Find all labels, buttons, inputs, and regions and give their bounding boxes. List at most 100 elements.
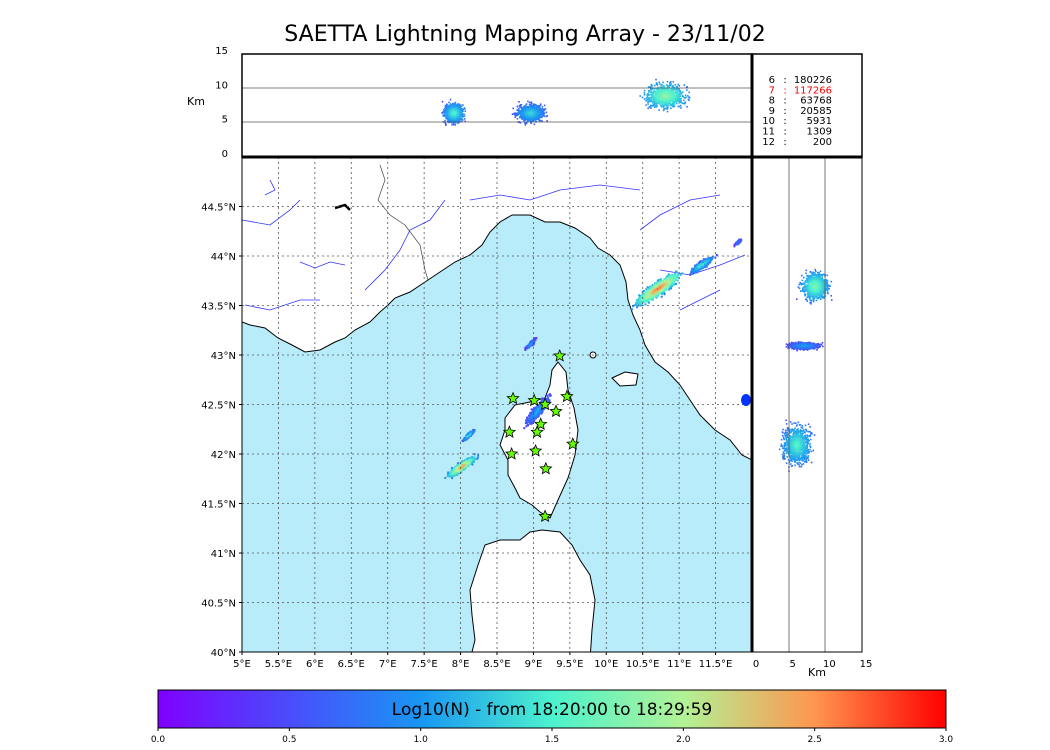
lightning-source [458, 105, 461, 108]
lightning-source [526, 347, 529, 349]
lightning-source [457, 105, 459, 108]
map-lightning-sources [444, 238, 743, 480]
lightning-source [639, 296, 642, 299]
lightning-source [658, 94, 660, 96]
lightning-source [461, 114, 464, 116]
lightning-source [531, 111, 533, 114]
lightning-source [662, 81, 664, 84]
lightning-source [696, 270, 699, 273]
lightning-source [659, 278, 662, 281]
lightning-source [670, 281, 673, 284]
lightning-source [462, 440, 465, 443]
lightning-source [651, 100, 653, 103]
lightning-source [549, 394, 552, 397]
lightning-source [454, 101, 457, 104]
lightning-source [537, 112, 540, 115]
lightning-source [686, 105, 688, 108]
lightning-source [537, 412, 540, 415]
lightning-source [531, 421, 534, 424]
lightning-source [533, 111, 535, 113]
lightning-source [537, 405, 540, 407]
lightning-source [459, 110, 461, 112]
lightning-source [457, 462, 460, 465]
lightning-source [447, 108, 449, 110]
lightning-source [676, 274, 679, 277]
lightning-source [450, 111, 453, 114]
lightning-source [451, 123, 453, 126]
lightning-source [653, 96, 656, 98]
lightning-source [531, 412, 534, 415]
lightning-source [456, 117, 458, 120]
map-panel [242, 157, 752, 652]
lightning-source [657, 284, 660, 287]
lightning-source [661, 292, 664, 295]
lightning-source [454, 103, 456, 105]
lightning-source [530, 118, 533, 120]
lightning-source [450, 108, 452, 110]
lightning-source [535, 115, 538, 118]
lightning-source [658, 288, 660, 291]
lightning-source [670, 107, 672, 109]
lightning-source [447, 113, 449, 116]
lightning-source [463, 118, 466, 120]
lightning-source [671, 279, 674, 282]
lightning-source [453, 105, 455, 107]
lightning-source [648, 89, 650, 92]
lightning-source [656, 281, 659, 284]
lightning-source [471, 430, 474, 433]
mainland-land [242, 157, 752, 461]
lightning-source [701, 261, 704, 264]
lightning-source [679, 273, 682, 276]
lightning-source [666, 278, 669, 281]
lightning-source [460, 105, 463, 108]
lightning-source [665, 107, 667, 110]
lightning-source [524, 112, 526, 114]
lightning-source [453, 122, 455, 124]
lightning-source [543, 398, 545, 401]
lightning-source [676, 276, 679, 279]
lightning-source [669, 82, 671, 84]
lightning-source [446, 111, 448, 113]
lightning-source [450, 114, 452, 117]
lightning-source [533, 338, 535, 341]
lightning-source [448, 475, 451, 478]
lightning-source [653, 289, 655, 292]
lightning-source [691, 268, 694, 271]
lightning-source [449, 105, 451, 108]
lightning-source [645, 300, 648, 303]
lightning-source [653, 98, 656, 101]
lightning-source [472, 431, 475, 433]
lightning-source [519, 106, 521, 109]
lightning-source [668, 288, 671, 291]
lightning-source [459, 104, 462, 106]
lightning-source [530, 413, 533, 416]
lightning-source [678, 93, 680, 96]
lightning-source [662, 284, 665, 287]
lightning-source [683, 102, 685, 105]
lightning-source [538, 410, 541, 412]
lightning-source [457, 117, 460, 120]
lightning-source [533, 123, 536, 126]
lightning-source [739, 239, 741, 241]
lightning-source [631, 308, 633, 311]
lightning-source [676, 271, 679, 274]
lightning-source [446, 105, 448, 107]
lightning-source [652, 286, 655, 289]
lightning-source [463, 463, 466, 466]
lightning-source [662, 286, 665, 289]
lightning-source [471, 461, 474, 464]
lightning-source [534, 338, 537, 341]
lightning-source [648, 288, 651, 291]
lightning-source [466, 464, 469, 467]
lightning-source [687, 98, 690, 101]
lightning-source [674, 275, 677, 278]
lightning-source [529, 108, 531, 111]
lightning-source [672, 85, 674, 87]
lightning-source [527, 117, 529, 119]
chart-title: SAETTA Lightning Mapping Array - 23/11/0… [284, 22, 766, 47]
lightning-source [473, 429, 476, 431]
lightning-source [466, 457, 469, 460]
lightning-source [654, 84, 656, 87]
lightning-source [453, 109, 455, 112]
lightning-source [456, 473, 459, 476]
